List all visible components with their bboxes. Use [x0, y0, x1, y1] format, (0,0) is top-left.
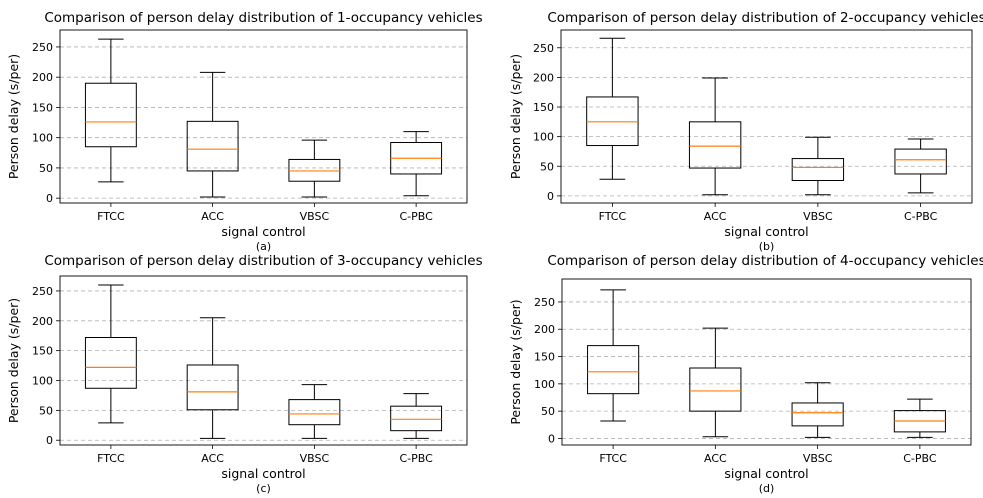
- y-tick-label: 100: [32, 375, 53, 388]
- box-ftcc: [587, 289, 640, 422]
- y-tick-label: 150: [534, 351, 555, 364]
- iqr-box: [84, 337, 137, 389]
- box-c-pbc: [893, 398, 946, 438]
- x-tick-label: C-PBC: [904, 210, 938, 223]
- iqr-box: [791, 158, 845, 181]
- box-acc: [689, 327, 742, 438]
- box-ftcc: [586, 37, 639, 180]
- x-tick-label: ACC: [201, 452, 224, 465]
- iqr-box: [894, 148, 947, 175]
- y-tick-label: 50: [541, 405, 555, 418]
- panel-sublabel: (a): [256, 240, 271, 253]
- iqr-box: [587, 345, 640, 395]
- plot-frame: [560, 29, 973, 204]
- x-axis-label: signal control: [724, 466, 808, 481]
- chart-svg: Comparison of person delay distribution …: [6, 10, 483, 253]
- y-tick-label: 250: [32, 285, 53, 298]
- plot-frame: [59, 275, 468, 446]
- y-tick-label: 200: [534, 323, 555, 336]
- x-axis-label: signal control: [221, 466, 305, 481]
- y-tick-label: 100: [534, 378, 555, 391]
- panel-sublabel: (c): [256, 482, 271, 495]
- y-tick-label: 50: [39, 404, 53, 417]
- iqr-box: [186, 120, 239, 172]
- box-acc: [688, 77, 742, 196]
- iqr-box: [689, 367, 742, 412]
- y-tick-label: 0: [548, 432, 555, 445]
- chart-title: Comparison of person delay distribution …: [547, 10, 983, 26]
- x-tick-label: ACC: [704, 210, 727, 223]
- y-tick-label: 200: [32, 71, 53, 84]
- y-axis-label: Person delay (s/per): [6, 54, 21, 179]
- box-c-pbc: [894, 138, 947, 194]
- y-tick-label: 250: [534, 296, 555, 309]
- iqr-box: [791, 402, 844, 427]
- chart-svg: Comparison of person delay distribution …: [6, 253, 483, 495]
- y-tick-label: 250: [32, 41, 53, 54]
- iqr-box: [84, 82, 137, 148]
- box-vbsc: [288, 139, 341, 198]
- x-tick-label: C-PBC: [399, 452, 433, 465]
- chart-svg: Comparison of person delay distribution …: [508, 10, 983, 253]
- y-axis-label: Person delay (s/per): [6, 298, 21, 423]
- box-vbsc: [288, 384, 341, 439]
- chart-panel-b: Comparison of person delay distribution …: [502, 0, 983, 253]
- x-tick-label: FTCC: [599, 452, 627, 465]
- box-ftcc: [84, 284, 137, 424]
- y-axis-label: Person delay (s/per): [508, 299, 523, 424]
- y-tick-label: 50: [39, 162, 53, 175]
- iqr-box: [186, 364, 239, 411]
- box-acc: [186, 71, 239, 198]
- x-tick-label: C-PBC: [399, 210, 433, 223]
- x-axis-label: signal control: [221, 224, 305, 239]
- box-vbsc: [791, 382, 844, 438]
- y-tick-label: 150: [32, 101, 53, 114]
- chart-svg: Comparison of person delay distribution …: [508, 253, 983, 495]
- x-tick-label: VBSC: [300, 452, 330, 465]
- plot-frame: [561, 278, 972, 446]
- chart-title: Comparison of person delay distribution …: [44, 10, 482, 26]
- panel-sublabel: (b): [759, 240, 775, 253]
- chart-panel-a: Comparison of person delay distribution …: [0, 0, 491, 253]
- y-tick-label: 200: [533, 71, 554, 84]
- y-tick-label: 250: [533, 42, 554, 55]
- x-tick-label: C-PBC: [903, 452, 937, 465]
- y-tick-label: 0: [547, 190, 554, 203]
- y-tick-label: 0: [46, 434, 53, 447]
- chart-title: Comparison of person delay distribution …: [44, 253, 482, 269]
- x-tick-label: FTCC: [599, 210, 627, 223]
- y-tick-label: 200: [32, 315, 53, 328]
- x-tick-label: FTCC: [97, 210, 125, 223]
- box-c-pbc: [390, 393, 443, 439]
- y-axis-label: Person delay (s/per): [508, 54, 523, 179]
- iqr-box: [688, 121, 742, 169]
- x-axis-label: signal control: [724, 224, 808, 239]
- panel-sublabel: (d): [759, 482, 775, 495]
- box-ftcc: [84, 38, 137, 183]
- iqr-box: [288, 399, 341, 426]
- iqr-box: [288, 158, 341, 182]
- iqr-box: [390, 405, 443, 432]
- chart-panel-c: Comparison of person delay distribution …: [0, 249, 491, 498]
- y-tick-label: 50: [540, 160, 554, 173]
- y-tick-label: 150: [533, 101, 554, 114]
- box-vbsc: [791, 136, 845, 196]
- x-tick-label: ACC: [704, 452, 727, 465]
- y-tick-label: 100: [32, 132, 53, 145]
- box-acc: [186, 317, 239, 439]
- x-tick-label: VBSC: [300, 210, 330, 223]
- chart-panel-d: Comparison of person delay distribution …: [502, 249, 983, 498]
- box-c-pbc: [390, 131, 443, 197]
- y-tick-label: 0: [46, 192, 53, 205]
- x-tick-label: FTCC: [97, 452, 125, 465]
- chart-title: Comparison of person delay distribution …: [547, 253, 983, 269]
- x-tick-label: VBSC: [803, 452, 833, 465]
- y-tick-label: 100: [533, 131, 554, 144]
- y-tick-label: 150: [32, 345, 53, 358]
- plot-frame: [59, 29, 468, 204]
- x-tick-label: ACC: [201, 210, 224, 223]
- x-tick-label: VBSC: [803, 210, 833, 223]
